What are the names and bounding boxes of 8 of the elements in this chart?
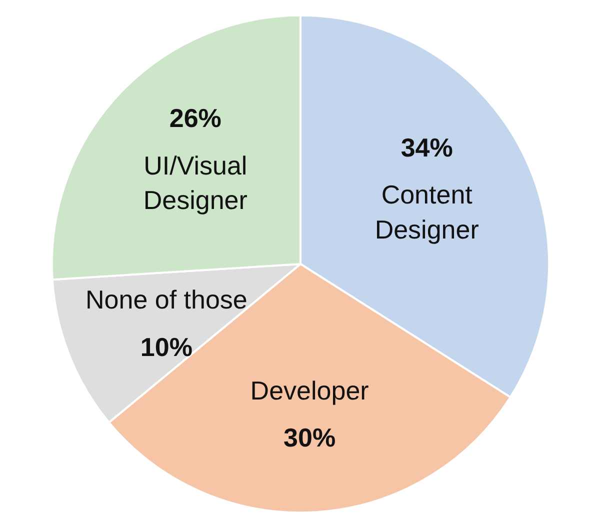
slice-label: UI/Visual Designer (143, 150, 248, 216)
slice-label: Developer (250, 375, 370, 406)
slice-label: None of those (86, 284, 248, 315)
data-label: 10% (140, 332, 192, 362)
data-label: 34% (400, 132, 453, 162)
data-label: 30% (284, 422, 336, 453)
data-label: 26% (169, 103, 222, 134)
slice-label: Content Designer (374, 180, 480, 244)
